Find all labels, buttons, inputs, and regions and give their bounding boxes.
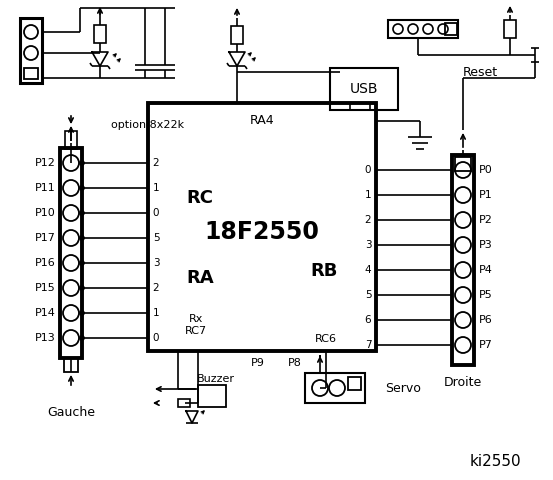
Text: P11: P11 (35, 183, 56, 193)
Text: RC: RC (186, 189, 213, 207)
Text: 2: 2 (153, 283, 159, 293)
Bar (20, 18, 42, 83)
Circle shape (80, 161, 84, 165)
Circle shape (80, 186, 84, 190)
Bar (231, 26, 243, 44)
Text: Droite: Droite (444, 376, 482, 389)
Text: 5: 5 (364, 290, 371, 300)
Bar (178, 399, 190, 407)
Text: 7: 7 (364, 340, 371, 350)
Circle shape (80, 286, 84, 290)
Text: 2: 2 (153, 158, 159, 168)
Text: P3: P3 (479, 240, 493, 250)
Text: RB: RB (310, 262, 338, 280)
Text: P7: P7 (479, 340, 493, 350)
Bar (305, 373, 365, 403)
Bar (60, 148, 82, 358)
Bar (388, 20, 458, 38)
Text: 3: 3 (153, 258, 159, 268)
Text: 18F2550: 18F2550 (205, 220, 320, 244)
Text: 6: 6 (364, 315, 371, 325)
Bar (198, 385, 226, 407)
Text: RA4: RA4 (250, 113, 274, 127)
Text: P1: P1 (479, 190, 493, 200)
Text: P16: P16 (35, 258, 56, 268)
Text: 1: 1 (364, 190, 371, 200)
Text: RA: RA (186, 269, 214, 287)
Text: P10: P10 (35, 208, 56, 218)
Text: P12: P12 (35, 158, 56, 168)
Circle shape (80, 236, 84, 240)
Text: 4: 4 (364, 265, 371, 275)
Text: 1: 1 (153, 308, 159, 318)
Text: RC6: RC6 (315, 334, 337, 344)
Bar (64, 358, 78, 372)
Bar (330, 68, 398, 110)
Circle shape (80, 311, 84, 315)
Text: P4: P4 (479, 265, 493, 275)
Text: P15: P15 (35, 283, 56, 293)
Text: P2: P2 (479, 215, 493, 225)
Text: P9: P9 (251, 358, 265, 368)
Bar (94, 25, 106, 43)
Bar (504, 20, 516, 38)
Text: 0: 0 (153, 333, 159, 343)
Text: USB: USB (349, 82, 378, 96)
Text: P0: P0 (479, 165, 493, 175)
Text: ki2550: ki2550 (469, 455, 521, 469)
Text: 3: 3 (364, 240, 371, 250)
Circle shape (80, 261, 84, 265)
Text: Rx: Rx (189, 314, 203, 324)
Text: P8: P8 (288, 358, 302, 368)
Text: 5: 5 (153, 233, 159, 243)
Circle shape (80, 211, 84, 215)
Text: P6: P6 (479, 315, 493, 325)
Text: 0: 0 (153, 208, 159, 218)
Text: Buzzer: Buzzer (197, 374, 235, 384)
Bar (348, 377, 361, 390)
Bar (24, 68, 38, 79)
Circle shape (80, 336, 84, 340)
Text: P5: P5 (479, 290, 493, 300)
Text: Reset: Reset (462, 67, 498, 80)
Text: P14: P14 (35, 308, 56, 318)
Bar (452, 155, 474, 365)
Bar (445, 23, 457, 35)
Bar (455, 157, 471, 171)
Text: 0: 0 (365, 165, 371, 175)
Text: Servo: Servo (385, 382, 421, 395)
Text: 1: 1 (153, 183, 159, 193)
Bar (65, 131, 77, 149)
Bar (148, 103, 376, 351)
Text: RC7: RC7 (185, 326, 207, 336)
Text: P17: P17 (35, 233, 56, 243)
Text: 2: 2 (364, 215, 371, 225)
Text: option 8x22k: option 8x22k (111, 120, 184, 130)
Text: Gauche: Gauche (47, 407, 95, 420)
Text: P13: P13 (35, 333, 56, 343)
